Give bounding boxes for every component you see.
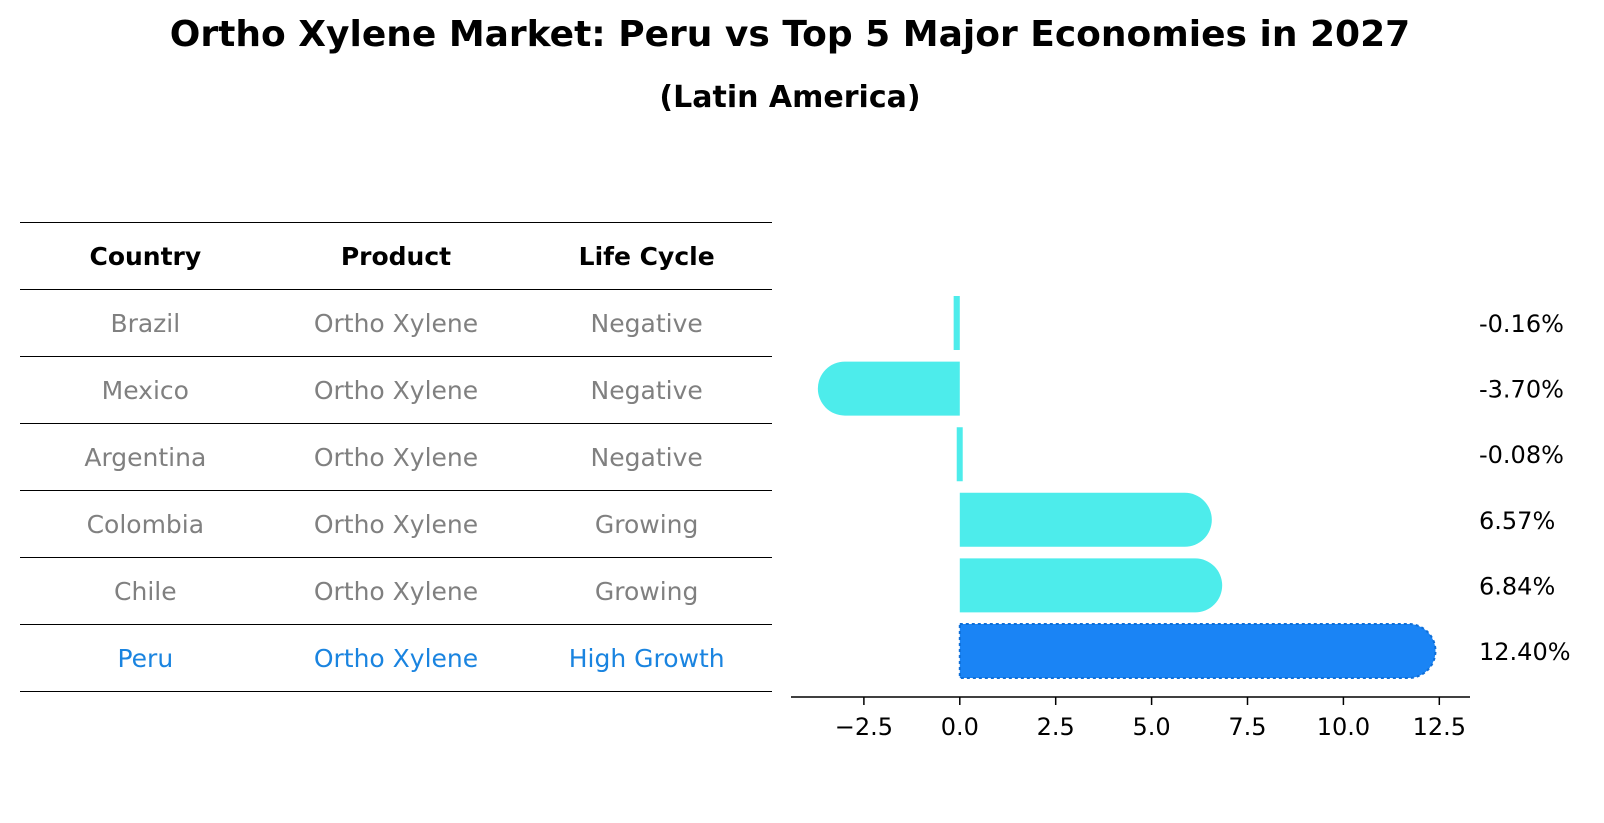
x-tick-label: 2.5 [1037,713,1075,741]
bar [959,492,1212,547]
value-label: -0.08% [1479,441,1564,469]
x-tick-label: 12.5 [1413,713,1466,741]
cell-country: Colombia [20,490,271,558]
cell-country: Mexico [20,356,271,424]
country-table: Country Product Life Cycle Brazil Ortho … [20,222,772,692]
table-header-row: Country Product Life Cycle [20,222,772,290]
value-label: -0.16% [1479,310,1564,338]
header-country: Country [20,222,271,290]
x-tick-label: 10.0 [1317,713,1370,741]
cell-product: Ortho Xylene [270,490,522,558]
cell-product: Ortho Xylene [270,423,522,491]
cell-life-cycle: Negative [521,356,772,424]
cell-product: Ortho Xylene [270,289,522,357]
header-product: Product [270,222,522,290]
x-tick-label: 5.0 [1133,713,1171,741]
value-label: 6.84% [1479,572,1555,600]
cell-life-cycle: High Growth [521,624,772,692]
cell-country: Brazil [20,289,271,357]
x-tick-label: 0.0 [941,713,979,741]
value-label: 6.57% [1479,507,1555,535]
cell-country: Argentina [20,423,271,491]
table-row-highlight: Peru Ortho Xylene High Growth [20,624,772,692]
cell-country: Chile [20,557,271,625]
cell-life-cycle: Growing [521,490,772,558]
cell-country: Peru [20,624,271,692]
cell-product: Ortho Xylene [270,557,522,625]
chart-subtitle: (Latin America) [659,80,921,115]
cell-life-cycle: Negative [521,289,772,357]
cell-product: Ortho Xylene [270,624,522,692]
table-row: Chile Ortho Xylene Growing [20,557,772,625]
x-tick-label: 7.5 [1228,713,1266,741]
value-label: -3.70% [1479,376,1564,404]
x-tick-label: −2.5 [835,713,893,741]
header-life-cycle: Life Cycle [521,222,772,290]
bar [956,427,963,482]
bar [959,558,1223,613]
table-row: Mexico Ortho Xylene Negative [20,356,772,424]
chart-title: Ortho Xylene Market: Peru vs Top 5 Major… [169,14,1411,55]
table-row: Colombia Ortho Xylene Growing [20,490,772,558]
bar [953,296,960,350]
bar-highlight [958,623,1437,679]
table-row: Brazil Ortho Xylene Negative [20,289,772,357]
bar [817,361,960,416]
cell-life-cycle: Negative [521,423,772,491]
table-row: Argentina Ortho Xylene Negative [20,423,772,491]
cell-product: Ortho Xylene [270,356,522,424]
value-label: 12.40% [1479,638,1571,666]
cell-life-cycle: Growing [521,557,772,625]
